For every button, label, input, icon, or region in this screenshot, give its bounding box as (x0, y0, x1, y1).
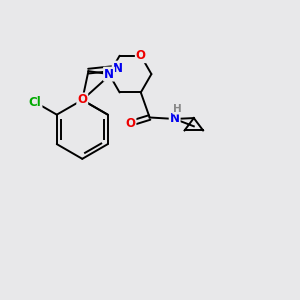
Text: O: O (136, 49, 146, 62)
Text: N: N (170, 112, 180, 125)
Text: N: N (104, 68, 114, 81)
Text: H: H (173, 103, 182, 114)
Text: O: O (77, 93, 87, 106)
Text: Cl: Cl (29, 96, 41, 109)
Text: O: O (125, 117, 136, 130)
Text: N: N (113, 61, 123, 75)
